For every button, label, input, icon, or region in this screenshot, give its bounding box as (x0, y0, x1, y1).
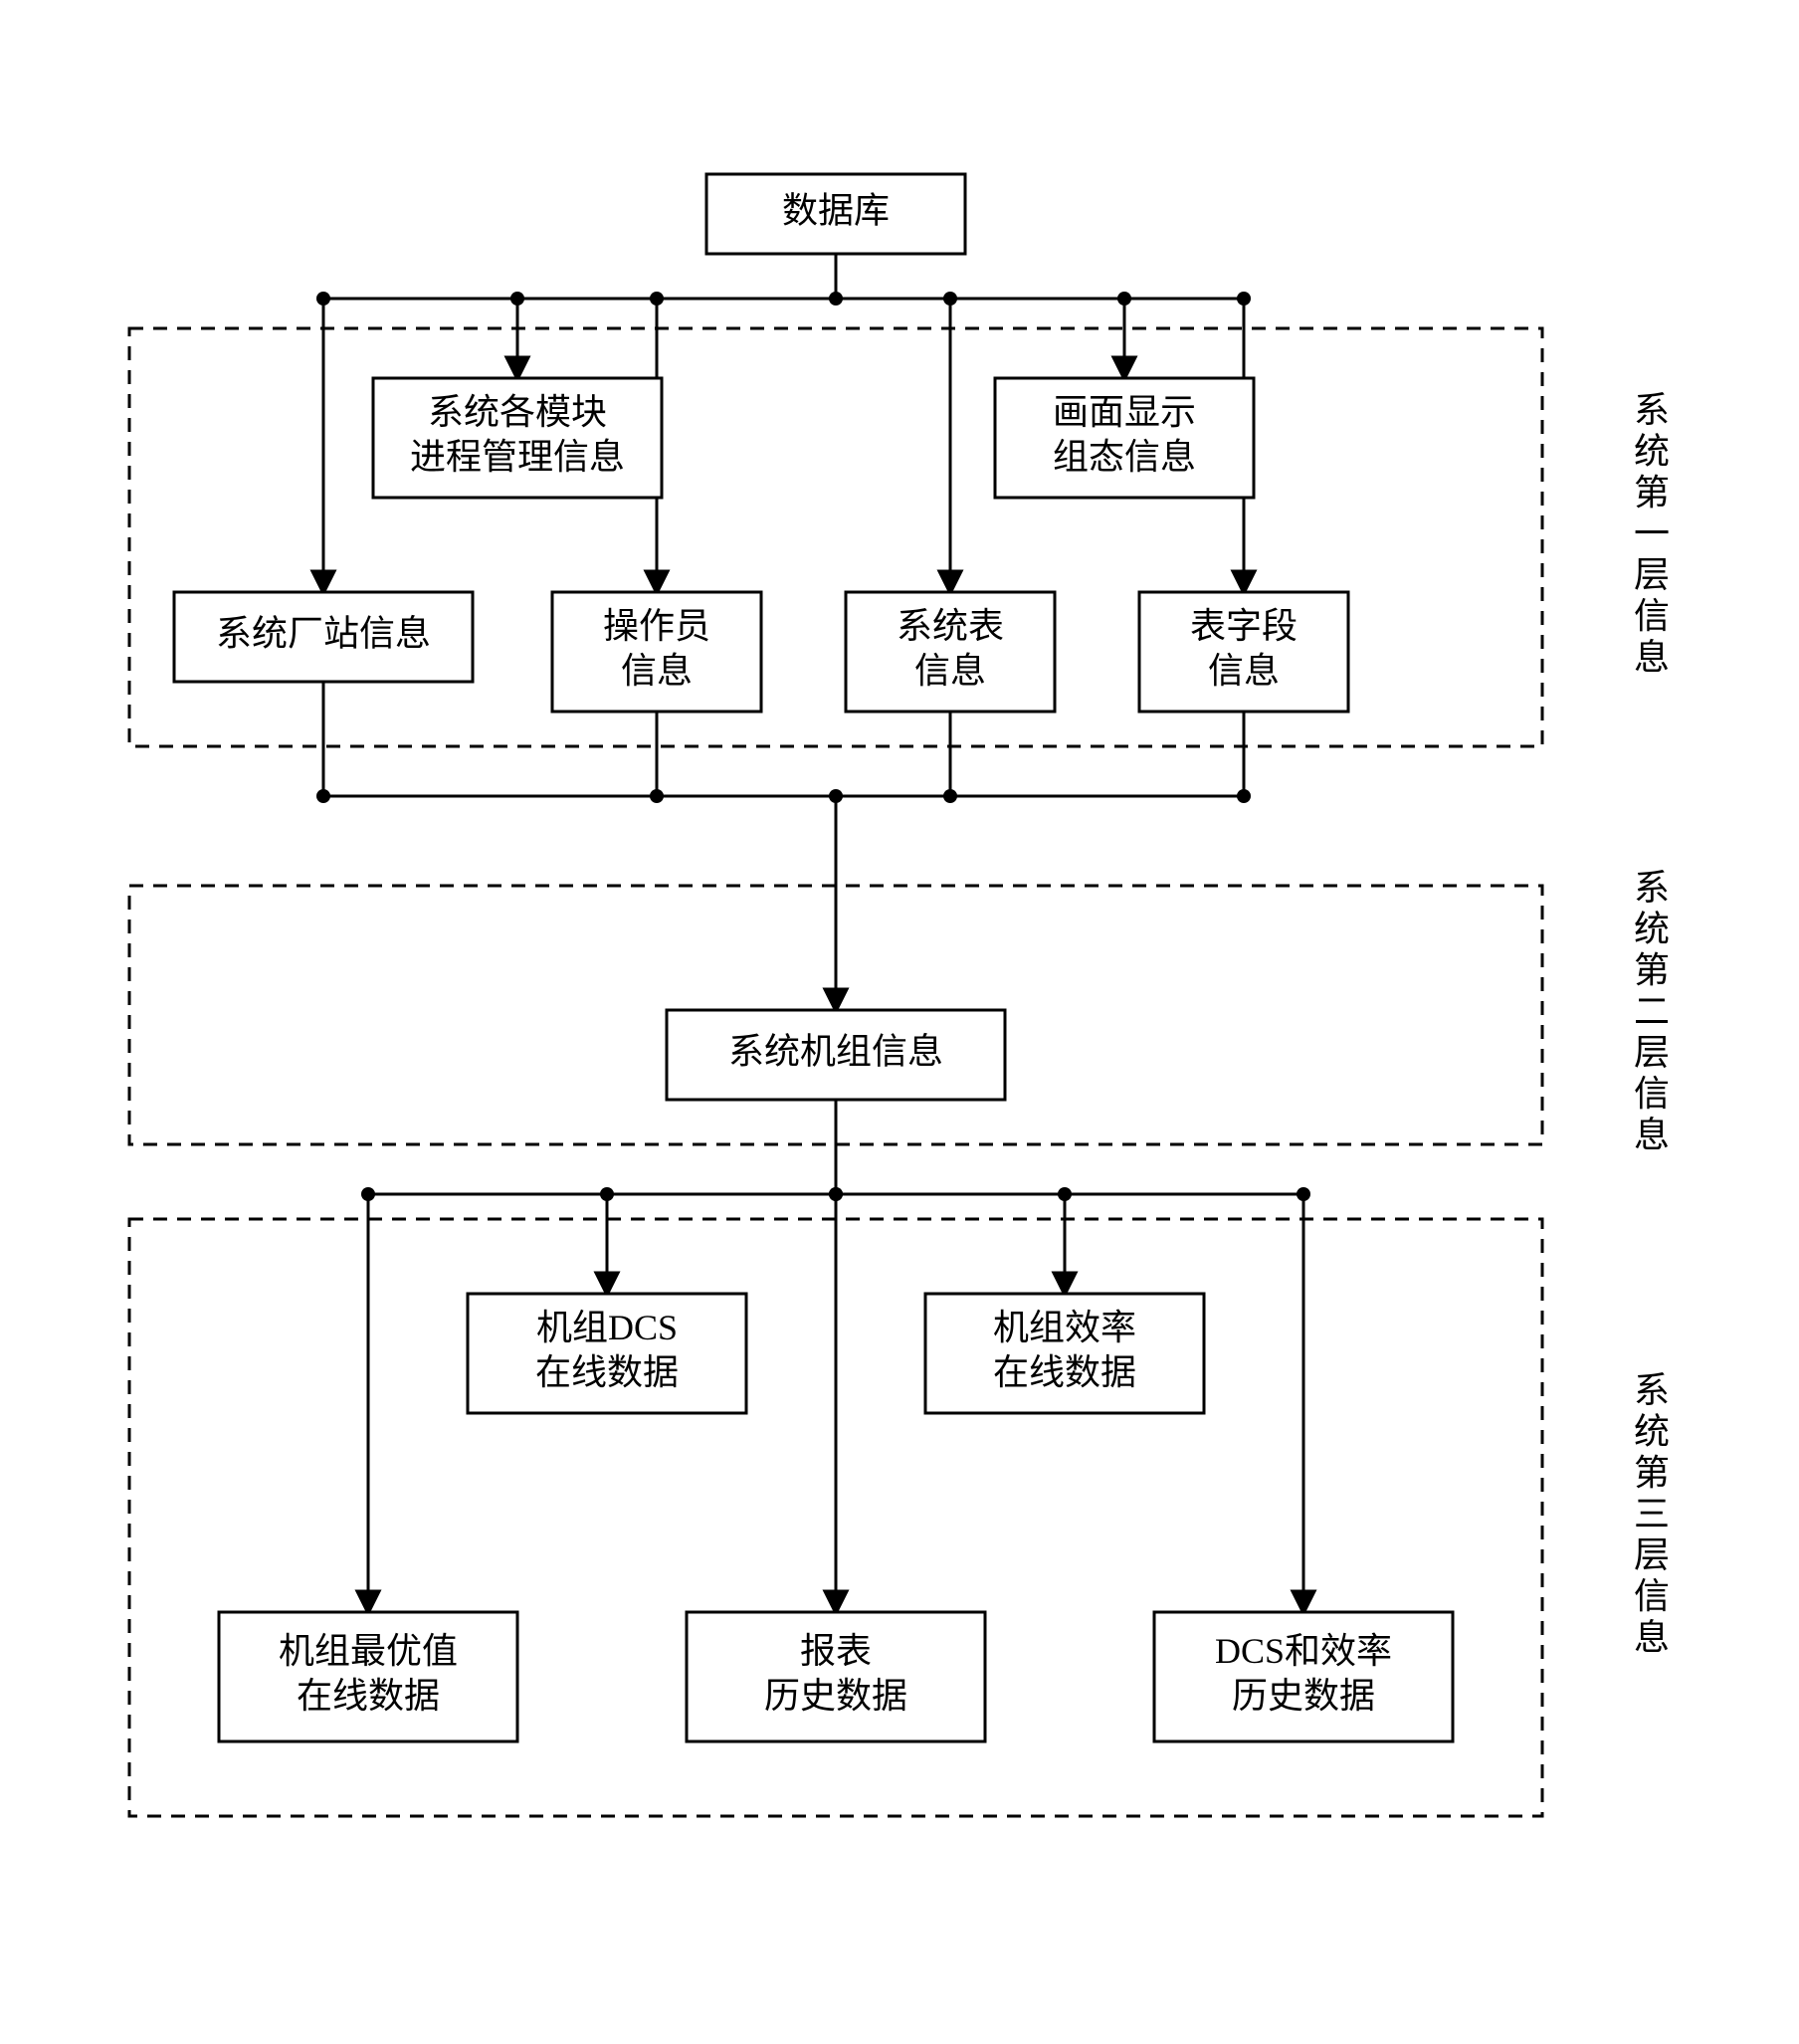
l3-top-b-label-0: 机组效率 (993, 1308, 1136, 1347)
l3-bot-2-label-1: 历史数据 (764, 1676, 907, 1716)
l1-bot-4-label-1: 信息 (1208, 651, 1280, 691)
l3-bot-1-label-0: 机组最优值 (279, 1631, 458, 1671)
l1-bot-3-label-0: 系统表 (897, 606, 1004, 646)
l1-bot-2-label-1: 信息 (621, 651, 693, 691)
l3-bot-1-label-1: 在线数据 (297, 1676, 440, 1716)
layer3-side-label-char-4: 层 (1634, 1535, 1670, 1575)
l3-top-b-label-1: 在线数据 (993, 1352, 1136, 1392)
layer3-side-label-char-0: 系 (1634, 1370, 1670, 1410)
layer2-side-label-char-3: 二 (1634, 991, 1670, 1031)
junction-dot (829, 292, 843, 306)
layer1-side-label-char-0: 系 (1634, 390, 1670, 430)
l1-bot-3-label-1: 信息 (914, 651, 986, 691)
layer2-side-label-char-2: 第 (1634, 950, 1670, 990)
layer3-side-label-char-3: 三 (1634, 1494, 1670, 1533)
layer2-side-label-char-4: 层 (1634, 1033, 1670, 1073)
layer1-side-label-char-6: 息 (1634, 637, 1670, 677)
layer3-side-label-char-2: 第 (1634, 1453, 1670, 1493)
layer1-side-label-char-1: 统 (1634, 431, 1670, 471)
l3-top-a-label-0: 机组DCS (536, 1308, 678, 1347)
layer3-side-label-char-1: 统 (1634, 1411, 1670, 1451)
l1-bot-2-label-0: 操作员 (603, 606, 710, 646)
diagram-canvas: 数据库系统各模块进程管理信息画面显示组态信息系统厂站信息操作员信息系统表信息表字… (0, 0, 1799, 2044)
layer1-side-label-char-4: 层 (1634, 555, 1670, 595)
layer2-side-label-char-5: 信 (1634, 1074, 1670, 1114)
l1-bot-4-label-0: 表字段 (1190, 606, 1298, 646)
layer1-side-label-char-3: 一 (1634, 513, 1670, 553)
box-label-0: 数据库 (782, 190, 890, 230)
l3-bot-3-label-1: 历史数据 (1232, 1676, 1375, 1716)
layer3-side-label-char-6: 息 (1634, 1617, 1670, 1657)
l1-top-b-label-0: 画面显示 (1053, 392, 1196, 432)
layer2-side-label-char-6: 息 (1634, 1115, 1670, 1154)
l3-bot-3-label-0: DCS和效率 (1215, 1631, 1392, 1671)
layer2-side-label-char-0: 系 (1634, 868, 1670, 908)
l2-box-label-0: 系统机组信息 (728, 1031, 943, 1071)
l1-top-a-label-1: 进程管理信息 (410, 437, 625, 477)
l1-top-a-label-0: 系统各模块 (428, 392, 607, 432)
layer1-side-label-char-2: 第 (1634, 473, 1670, 512)
layer1-side-label-char-5: 信 (1634, 596, 1670, 636)
junction-dot (829, 789, 843, 803)
layer3-side-label-char-5: 信 (1634, 1576, 1670, 1616)
l1-top-b-label-1: 组态信息 (1053, 437, 1196, 477)
l3-top-a-label-1: 在线数据 (535, 1352, 679, 1392)
l1-bot-1-label-0: 系统厂站信息 (216, 613, 431, 653)
layer2-side-label-char-1: 统 (1634, 909, 1670, 948)
l3-bot-2-label-0: 报表 (800, 1631, 872, 1671)
